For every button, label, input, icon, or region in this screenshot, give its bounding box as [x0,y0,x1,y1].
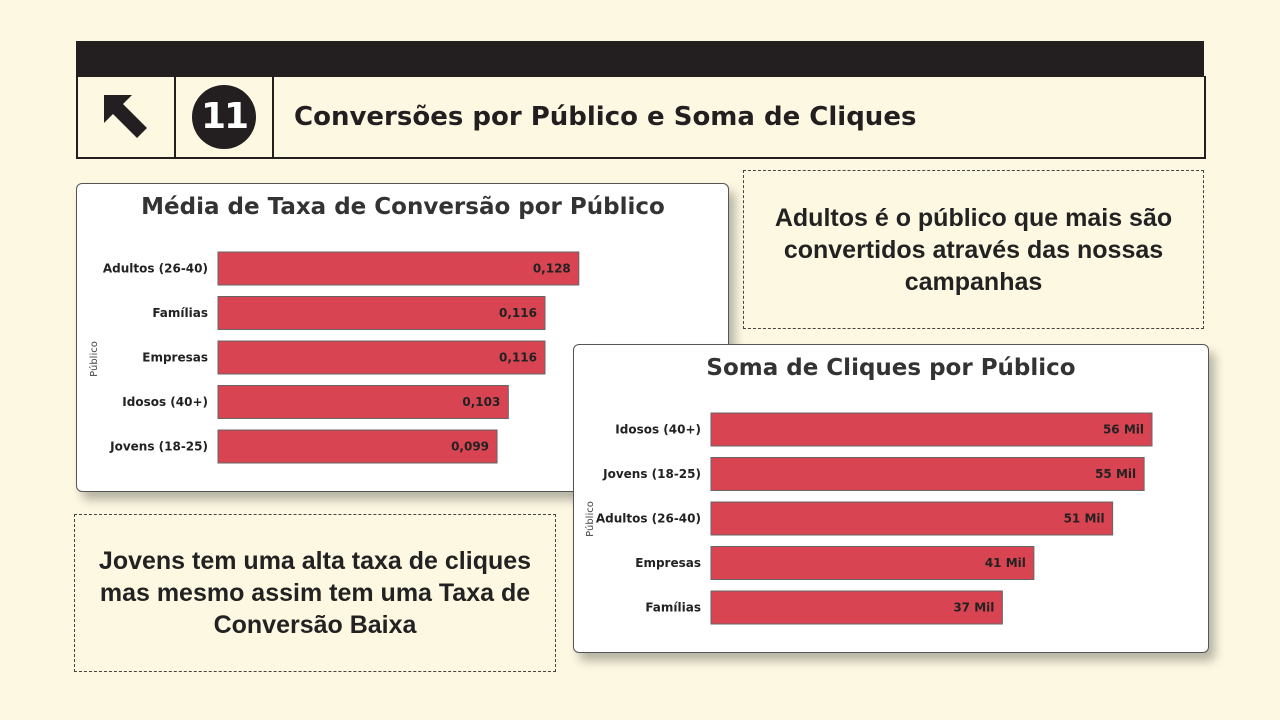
bar [710,546,1035,580]
data-label: 55 Mil [1095,467,1136,481]
y-axis-title: Público [584,501,596,537]
clicks-chart: Soma de Cliques por Público Público Idosos… [584,355,1153,625]
bar [217,429,498,464]
data-label: 0,116 [499,306,537,320]
section-number-cell: 11 [176,76,274,157]
section-number-badge: 11 [192,84,256,149]
young-insight-text: Jovens tem uma alta taxa de cliques mas … [98,547,532,639]
clicks-chart-card: Soma de Cliques por Público Público Idosos… [573,344,1209,653]
conversion-rate-chart: Média de Taxa de Conversão por Público Pú… [88,194,665,464]
bar [217,251,580,286]
data-label: 51 Mil [1064,512,1105,526]
conversion-rate-chart-card: Média de Taxa de Conversão por Público Pú… [76,183,729,492]
data-label: 37 Mil [953,601,994,615]
data-label: 0,099 [451,440,489,454]
arrow-up-left-icon [104,94,147,138]
category-label: Empresas [142,351,208,365]
category-label: Empresas [635,556,701,570]
category-label: Famílias [152,306,208,320]
category-label: Idosos (40+) [122,395,208,409]
category-label: Famílias [645,601,701,615]
chart-title: Média de Taxa de Conversão por Público [141,194,665,220]
header-bar [76,41,1204,77]
data-label: 56 Mil [1103,423,1144,437]
young-insight-note: Jovens tem uma alta taxa de cliques mas … [74,514,556,672]
category-label: Jovens (18-25) [602,467,701,481]
adults-insight-note: Adultos é o público que mais são convert… [743,170,1204,329]
data-label: 0,103 [462,395,500,409]
bar [710,412,1153,447]
category-label: Jovens (18-25) [109,440,208,454]
chart-title: Soma de Cliques por Público [706,355,1075,381]
back-arrow-button[interactable] [78,76,176,157]
category-label: Adultos (26-40) [103,262,208,276]
adults-insight-text: Adultos é o público que mais são convert… [774,203,1173,296]
bar [217,385,509,419]
header-row: 11 Conversões por Público e Soma de Cliq… [76,76,1206,159]
data-label: 0,116 [499,351,537,365]
data-label: 0,128 [533,262,571,276]
bar [710,501,1114,536]
category-label: Adultos (26-40) [596,512,701,526]
data-label: 41 Mil [985,556,1026,570]
category-label: Idosos (40+) [615,423,701,437]
bar [710,457,1145,491]
bar [217,296,546,330]
bar [710,590,1003,625]
page-title: Conversões por Público e Soma de Cliques [294,101,917,132]
bar [217,340,546,375]
y-axis-title: Público [88,341,100,377]
